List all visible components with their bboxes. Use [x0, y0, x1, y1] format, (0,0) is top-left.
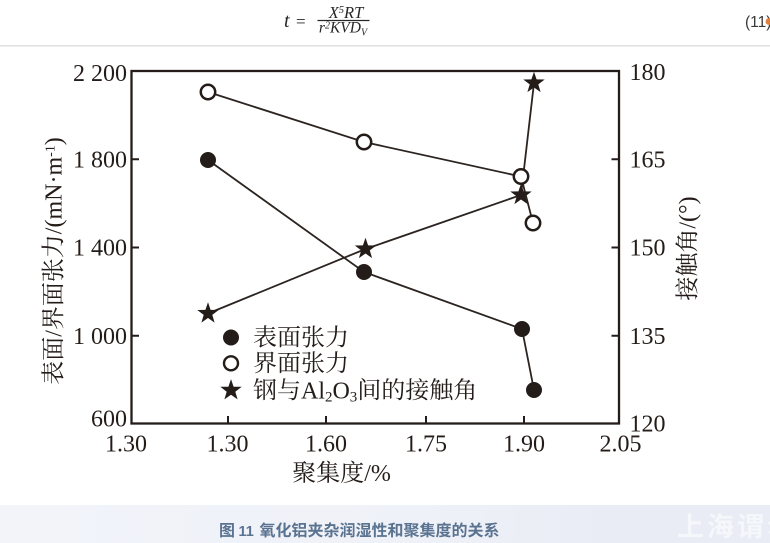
svg-text:1.60: 1.60: [305, 432, 347, 458]
svg-text:3: 3: [350, 389, 358, 405]
svg-text:r2KVDV: r2KVDV: [319, 20, 369, 39]
svg-text:1.75: 1.75: [405, 432, 447, 458]
svg-text:-1: -1: [44, 145, 59, 157]
svg-text:2: 2: [325, 389, 333, 405]
svg-text:=: =: [296, 12, 306, 31]
svg-text:120: 120: [630, 412, 666, 438]
svg-text:11: 11: [239, 524, 254, 540]
svg-text:): ): [42, 137, 68, 145]
svg-text:1.30: 1.30: [105, 432, 147, 458]
svg-text:2 200: 2 200: [73, 61, 127, 87]
svg-text:/: /: [42, 330, 68, 337]
svg-text:2.05: 2.05: [600, 432, 642, 458]
svg-text:(11): (11): [745, 14, 770, 31]
svg-text:O: O: [333, 378, 350, 404]
svg-text:1 800: 1 800: [73, 147, 127, 173]
svg-text:600: 600: [91, 407, 127, 433]
svg-text:165: 165: [630, 147, 666, 173]
svg-text:1 400: 1 400: [73, 236, 127, 262]
svg-text:X5RT: X5RT: [328, 3, 365, 22]
svg-text:1.30: 1.30: [207, 432, 249, 458]
svg-text:1 000: 1 000: [73, 324, 127, 350]
svg-text:/(°): /(°): [676, 196, 702, 228]
svg-text:135: 135: [630, 324, 666, 350]
svg-text:Al: Al: [301, 378, 325, 404]
svg-text:1.90: 1.90: [503, 432, 545, 458]
svg-text:t: t: [284, 10, 290, 32]
svg-text:/(mN·m: /(mN·m: [42, 157, 68, 235]
svg-text:150: 150: [630, 236, 666, 262]
svg-text:/%: /%: [364, 461, 391, 487]
svg-text:180: 180: [630, 60, 666, 86]
